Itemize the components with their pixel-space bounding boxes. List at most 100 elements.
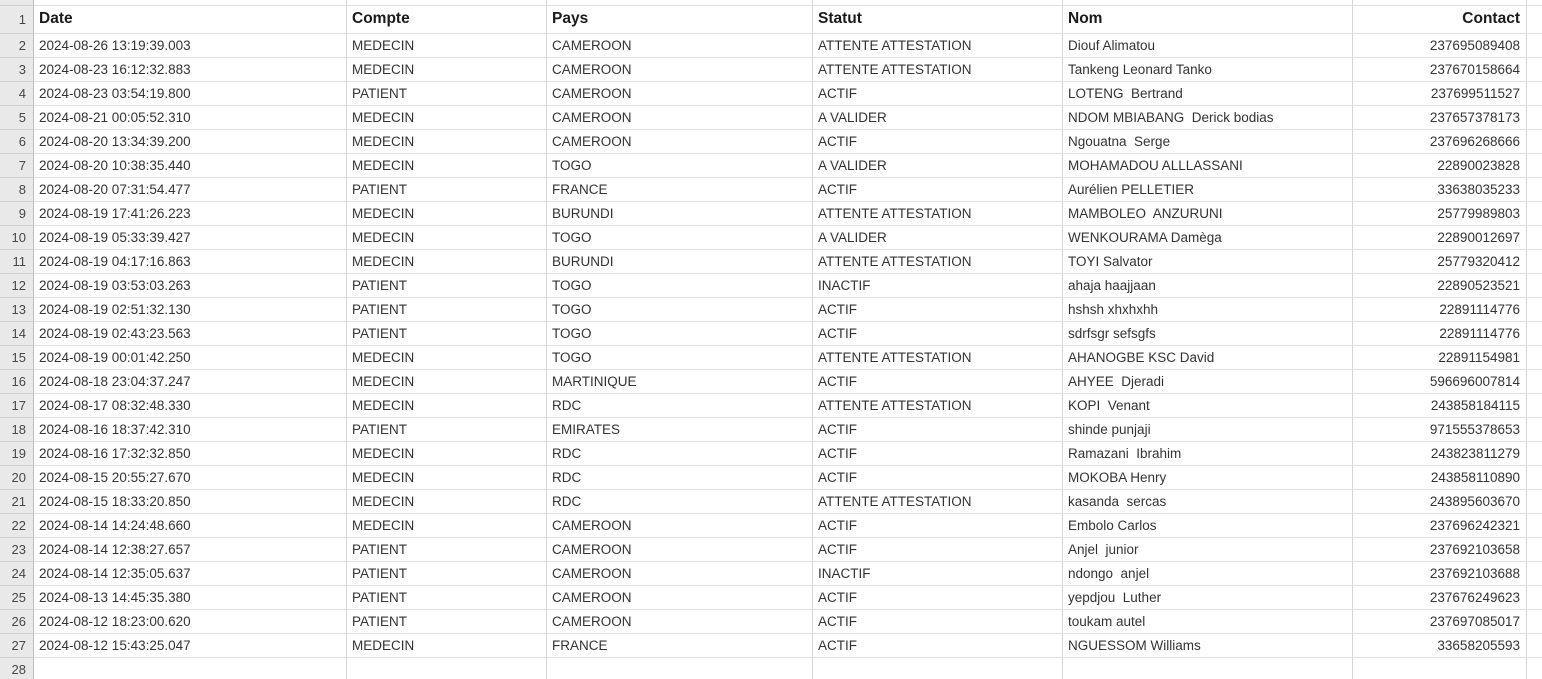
cell-nom[interactable]: hshsh xhxhxhh (1063, 298, 1353, 322)
cell-pays[interactable]: EMIRATES (547, 418, 813, 442)
cell-date[interactable]: 2024-08-20 13:34:39.200 (34, 130, 347, 154)
cell-statut[interactable]: ATTENTE ATTESTATION (813, 346, 1063, 370)
row-number[interactable]: 14 (0, 322, 34, 346)
cell-nom[interactable]: MOKOBA Henry (1063, 466, 1353, 490)
cell-compte[interactable]: PATIENT (347, 538, 547, 562)
cell-date[interactable]: 2024-08-13 14:45:35.380 (34, 586, 347, 610)
cell-contact[interactable]: 237692103688 (1353, 562, 1527, 586)
row-number[interactable]: 18 (0, 418, 34, 442)
row-number[interactable]: 28 (0, 658, 34, 679)
cell-contact[interactable]: 22891114776 (1353, 298, 1527, 322)
cell-contact[interactable]: 25779320412 (1353, 250, 1527, 274)
cell-nom[interactable]: shinde punjaji (1063, 418, 1353, 442)
cell-statut[interactable]: ACTIF (813, 130, 1063, 154)
cell-contact[interactable]: 25779989803 (1353, 202, 1527, 226)
cell-date[interactable]: 2024-08-19 04:17:16.863 (34, 250, 347, 274)
cell-date[interactable] (34, 658, 347, 679)
cell-compte[interactable]: MEDECIN (347, 226, 547, 250)
column-header-compte[interactable]: Compte (347, 6, 547, 34)
cell-contact[interactable]: 237697085017 (1353, 610, 1527, 634)
row-number[interactable]: 2 (0, 34, 34, 58)
cell-date[interactable]: 2024-08-16 18:37:42.310 (34, 418, 347, 442)
cell-date[interactable]: 2024-08-19 03:53:03.263 (34, 274, 347, 298)
row-number[interactable]: 19 (0, 442, 34, 466)
cell-nom[interactable]: KOPI Venant (1063, 394, 1353, 418)
cell-date[interactable]: 2024-08-16 17:32:32.850 (34, 442, 347, 466)
cell-compte[interactable]: MEDECIN (347, 106, 547, 130)
column-header-nom[interactable]: Nom (1063, 6, 1353, 34)
cell-compte[interactable]: MEDECIN (347, 202, 547, 226)
cell-nom[interactable]: MAMBOLEO ANZURUNI (1063, 202, 1353, 226)
cell-nom[interactable]: kasanda sercas (1063, 490, 1353, 514)
cell-contact[interactable] (1353, 658, 1527, 679)
row-number[interactable]: 26 (0, 610, 34, 634)
cell-date[interactable]: 2024-08-23 16:12:32.883 (34, 58, 347, 82)
cell-date[interactable]: 2024-08-26 13:19:39.003 (34, 34, 347, 58)
cell-pays[interactable]: RDC (547, 466, 813, 490)
cell-contact[interactable]: 971555378653 (1353, 418, 1527, 442)
cell-compte[interactable]: MEDECIN (347, 346, 547, 370)
cell-compte[interactable]: PATIENT (347, 298, 547, 322)
cell-statut[interactable]: A VALIDER (813, 154, 1063, 178)
cell-date[interactable]: 2024-08-15 18:33:20.850 (34, 490, 347, 514)
cell-statut[interactable]: ACTIF (813, 82, 1063, 106)
cell-compte[interactable]: MEDECIN (347, 370, 547, 394)
cell-statut[interactable]: ACTIF (813, 466, 1063, 490)
cell-nom[interactable]: NDOM MBIABANG Derick bodias (1063, 106, 1353, 130)
cell-compte[interactable]: PATIENT (347, 178, 547, 202)
cell-compte[interactable]: MEDECIN (347, 58, 547, 82)
cell-date[interactable]: 2024-08-14 12:38:27.657 (34, 538, 347, 562)
cell-pays[interactable]: RDC (547, 490, 813, 514)
cell-pays[interactable]: BURUNDI (547, 250, 813, 274)
row-number[interactable]: 13 (0, 298, 34, 322)
cell-date[interactable]: 2024-08-14 14:24:48.660 (34, 514, 347, 538)
cell-statut[interactable]: ATTENTE ATTESTATION (813, 202, 1063, 226)
row-number[interactable]: 8 (0, 178, 34, 202)
cell-pays[interactable]: BURUNDI (547, 202, 813, 226)
cell-nom[interactable]: Embolo Carlos (1063, 514, 1353, 538)
cell-pays[interactable]: CAMEROON (547, 82, 813, 106)
cell-date[interactable]: 2024-08-20 07:31:54.477 (34, 178, 347, 202)
row-number[interactable]: 20 (0, 466, 34, 490)
cell-compte[interactable]: MEDECIN (347, 154, 547, 178)
column-header-date[interactable]: Date (34, 6, 347, 34)
cell-statut[interactable]: ACTIF (813, 442, 1063, 466)
cell-date[interactable]: 2024-08-19 02:51:32.130 (34, 298, 347, 322)
cell-statut[interactable]: ACTIF (813, 370, 1063, 394)
cell-statut[interactable]: ACTIF (813, 298, 1063, 322)
cell-compte[interactable]: PATIENT (347, 610, 547, 634)
cell-contact[interactable]: 237676249623 (1353, 586, 1527, 610)
cell-statut[interactable]: ATTENTE ATTESTATION (813, 250, 1063, 274)
cell-statut[interactable]: ATTENTE ATTESTATION (813, 58, 1063, 82)
cell-contact[interactable]: 237695089408 (1353, 34, 1527, 58)
cell-contact[interactable]: 237670158664 (1353, 58, 1527, 82)
cell-nom[interactable]: ndongo anjel (1063, 562, 1353, 586)
row-number[interactable]: 5 (0, 106, 34, 130)
cell-pays[interactable]: FRANCE (547, 634, 813, 658)
cell-date[interactable]: 2024-08-21 00:05:52.310 (34, 106, 347, 130)
cell-nom[interactable] (1063, 658, 1353, 679)
cell-compte[interactable] (347, 658, 547, 679)
cell-statut[interactable]: ACTIF (813, 610, 1063, 634)
row-number[interactable]: 3 (0, 58, 34, 82)
cell-contact[interactable]: 243823811279 (1353, 442, 1527, 466)
cell-compte[interactable]: PATIENT (347, 418, 547, 442)
cell-compte[interactable]: MEDECIN (347, 634, 547, 658)
row-number[interactable]: 17 (0, 394, 34, 418)
cell-pays[interactable]: CAMEROON (547, 610, 813, 634)
cell-nom[interactable]: Ramazani Ibrahim (1063, 442, 1353, 466)
cell-pays[interactable]: CAMEROON (547, 58, 813, 82)
cell-nom[interactable]: Aurélien PELLETIER (1063, 178, 1353, 202)
cell-pays[interactable]: TOGO (547, 346, 813, 370)
cell-pays[interactable]: CAMEROON (547, 562, 813, 586)
column-header-statut[interactable]: Statut (813, 6, 1063, 34)
cell-compte[interactable]: MEDECIN (347, 394, 547, 418)
cell-compte[interactable]: PATIENT (347, 586, 547, 610)
cell-statut[interactable]: ACTIF (813, 538, 1063, 562)
cell-contact[interactable]: 22890012697 (1353, 226, 1527, 250)
cell-pays[interactable]: TOGO (547, 274, 813, 298)
cell-nom[interactable]: Diouf Alimatou (1063, 34, 1353, 58)
cell-nom[interactable]: AHYEE Djeradi (1063, 370, 1353, 394)
cell-compte[interactable]: MEDECIN (347, 514, 547, 538)
cell-contact[interactable]: 22891114776 (1353, 322, 1527, 346)
